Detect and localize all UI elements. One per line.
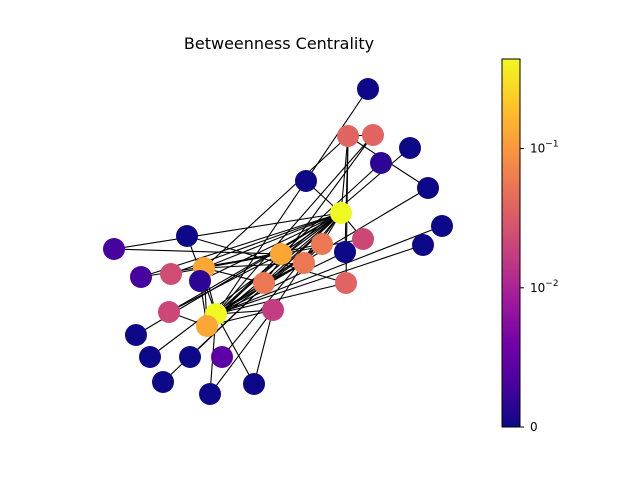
node-23 <box>417 177 439 199</box>
edge-11-22 <box>253 309 274 385</box>
edge-2-22 <box>215 313 255 385</box>
edge-2-19 <box>215 162 382 315</box>
node-25 <box>412 234 434 256</box>
edge-10-28 <box>186 235 347 284</box>
edge-5-7 <box>263 243 323 284</box>
node-9 <box>362 124 384 146</box>
node-layer <box>103 78 453 405</box>
node-16 <box>130 266 152 288</box>
node-10 <box>335 272 357 294</box>
colorbar-frame <box>501 58 521 428</box>
node-19 <box>370 152 392 174</box>
node-32 <box>152 371 174 393</box>
edge-8-26 <box>344 135 349 253</box>
colorbar-tick-label: 0 <box>530 420 538 434</box>
colorbar-gradient <box>502 59 520 427</box>
node-13 <box>160 263 182 285</box>
edge-layer <box>113 88 443 395</box>
colorbar-ticks: 0 10−2 10−1 <box>520 140 559 434</box>
edge-2-21 <box>215 147 411 315</box>
node-33 <box>199 383 221 405</box>
node-24 <box>431 215 453 237</box>
node-17 <box>103 238 125 260</box>
node-21 <box>399 137 421 159</box>
colorbar-tick-label: 10−2 <box>530 279 559 295</box>
node-26 <box>334 241 356 263</box>
node-15 <box>211 346 233 368</box>
node-14 <box>158 301 180 323</box>
node-30 <box>139 346 161 368</box>
node-5 <box>311 233 333 255</box>
node-28 <box>176 225 198 247</box>
edge-2-25 <box>215 244 424 315</box>
node-7 <box>253 272 275 294</box>
chart-title: Betweenness Centrality <box>184 34 374 53</box>
edge-3-5 <box>203 243 323 269</box>
node-1 <box>270 243 292 265</box>
node-20 <box>357 78 379 100</box>
edge-3-6 <box>203 262 305 269</box>
colorbar-tick-label: 10−1 <box>530 140 559 156</box>
node-11 <box>262 299 284 321</box>
node-12 <box>352 228 374 250</box>
edge-11-33 <box>209 309 274 395</box>
node-6 <box>293 252 315 274</box>
edge-1-17 <box>113 248 282 255</box>
colorbar: 0 10−2 10−1 <box>501 58 559 434</box>
node-4 <box>196 315 218 337</box>
edge-0-30 <box>149 212 342 358</box>
node-8 <box>337 125 359 147</box>
node-27 <box>295 170 317 192</box>
edge-3-8 <box>203 135 349 269</box>
edge-2-24 <box>215 225 443 315</box>
node-18 <box>189 270 211 292</box>
edge-1-14 <box>168 253 282 313</box>
node-31 <box>179 346 201 368</box>
node-0 <box>330 202 352 224</box>
node-29 <box>125 324 147 346</box>
node-22 <box>243 373 265 395</box>
edge-0-18 <box>199 212 342 282</box>
edge-0-17 <box>113 212 342 250</box>
edge-0-3 <box>203 212 342 269</box>
